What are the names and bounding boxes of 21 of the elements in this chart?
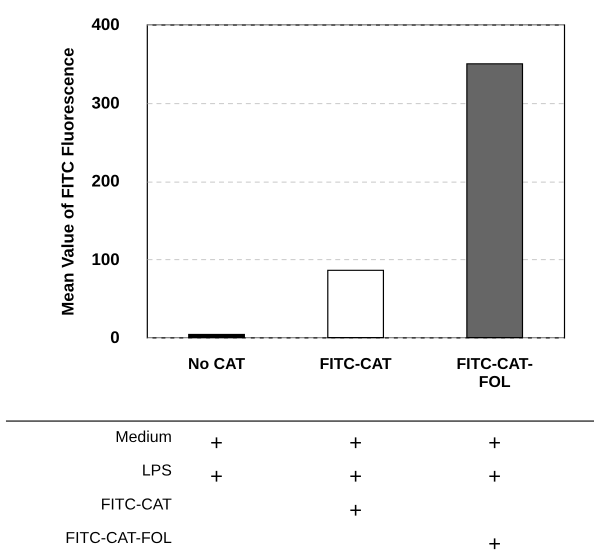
text: + — [349, 430, 362, 455]
text: + — [210, 430, 223, 455]
y-tick-label: 300 — [92, 93, 120, 112]
y-tick-label: 400 — [92, 15, 120, 34]
text: + — [349, 497, 362, 522]
y-tick-label: 100 — [92, 250, 120, 269]
text: FITC-CAT-FOL — [65, 530, 172, 548]
text: + — [488, 464, 502, 489]
x-tick-label: FITC-CAT — [320, 356, 392, 373]
y-tick-label: 0 — [110, 328, 120, 348]
y-axis-title: Mean Value of FITC Fluorescence — [58, 48, 78, 316]
x-tick-label: No CAT — [188, 356, 246, 373]
text: + — [488, 531, 502, 554]
text: + — [488, 430, 502, 455]
text: + — [349, 464, 362, 489]
text: LPS — [142, 462, 172, 480]
text: + — [210, 464, 223, 489]
x-tick-label: FITC-CAT-FOL — [456, 356, 533, 391]
text: Medium — [115, 428, 172, 446]
y-tick-label: 200 — [92, 172, 120, 191]
text: FITC-CAT — [100, 496, 172, 514]
